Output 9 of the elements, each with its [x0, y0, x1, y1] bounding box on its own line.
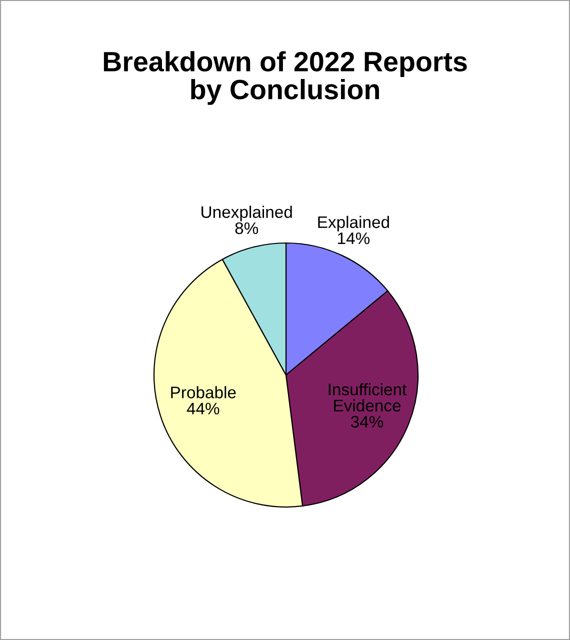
data-label: 14% — [338, 232, 370, 244]
slice-label: Explained — [318, 216, 389, 232]
slice-label: Unexplained — [202, 206, 292, 222]
data-label: 34% — [350, 416, 384, 428]
slice-label: Probable — [171, 386, 236, 398]
data-label: 44% — [186, 402, 220, 414]
chart-title: Breakdown of 2022 Reports by Conclusion — [104, 51, 467, 105]
data-label: 8% — [235, 222, 258, 234]
slice-label: Insufficient Evidence — [328, 383, 407, 412]
